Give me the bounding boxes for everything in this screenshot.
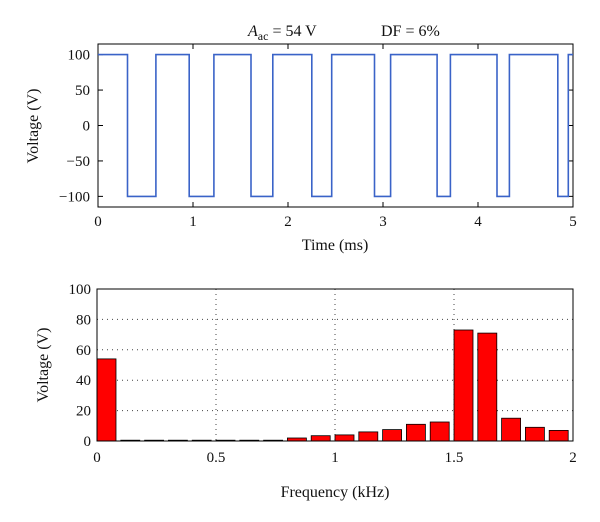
bottom-xlabel: Frequency (kHz) — [281, 484, 390, 501]
top-ytick-label: 50 — [75, 83, 90, 99]
bottom-ylabel: Voltage (V) — [35, 328, 52, 403]
spectrum-bar — [96, 358, 117, 442]
top-xtick-label: 0 — [94, 214, 102, 230]
bottom-xtick-label: 1.5 — [445, 450, 464, 466]
top-xtick-label: 3 — [379, 214, 387, 230]
spectrum-bar — [358, 431, 379, 442]
duty-factor-annotation: DF = 6% — [381, 23, 440, 40]
top-ytick-label: 100 — [68, 48, 91, 64]
bottom-ytick-label: 40 — [76, 373, 91, 389]
bottom-ytick-label: 80 — [76, 312, 91, 328]
bottom-xtick-label: 1 — [331, 450, 339, 466]
spectrum-bar — [525, 426, 545, 442]
bottom-plot-frame — [96, 288, 574, 442]
amplitude-symbol: A — [247, 23, 258, 40]
top-ytick-label: −100 — [59, 189, 90, 205]
amplitude-annotation: Aac = 54 V — [247, 23, 317, 43]
bottom-xtick-label: 0 — [93, 450, 101, 466]
amplitude-subscript: ac — [258, 29, 269, 43]
bottom-ytick-label: 0 — [84, 434, 92, 450]
bottom-ytick-label: 100 — [69, 282, 92, 298]
bottom-ytick-label: 60 — [76, 343, 91, 359]
bottom-xtick-label: 0.5 — [207, 450, 226, 466]
spectrum-bar — [334, 434, 355, 442]
top-xtick-label: 1 — [189, 214, 197, 230]
bottom-xtick-label: 2 — [569, 450, 577, 466]
square-wave-line — [98, 53, 573, 198]
top-plot-frame — [97, 43, 574, 208]
spectrum-bar — [405, 423, 426, 442]
spectrum-bar — [453, 329, 474, 442]
spectrum-bar — [501, 417, 522, 442]
spectrum-bar — [429, 421, 450, 442]
top-xtick-label: 4 — [474, 214, 482, 230]
amplitude-value: = 54 V — [268, 23, 317, 40]
top-xtick-label: 2 — [284, 214, 292, 230]
spectrum-bar — [310, 435, 331, 442]
time-domain-plot: 0 1 2 3 4 5 100 50 0 −50 −100 — [59, 43, 577, 230]
spectrum-bar — [548, 429, 569, 442]
top-ytick-label: −50 — [67, 154, 90, 170]
top-ytick-label: 0 — [83, 119, 91, 135]
top-xlabel: Time (ms) — [302, 237, 369, 254]
top-xtick-label: 5 — [569, 214, 577, 230]
top-ylabel: Voltage (V) — [25, 89, 42, 164]
spectrum-bar — [477, 332, 498, 442]
bottom-ytick-label: 20 — [76, 404, 91, 420]
spectrum-bar — [382, 429, 403, 442]
